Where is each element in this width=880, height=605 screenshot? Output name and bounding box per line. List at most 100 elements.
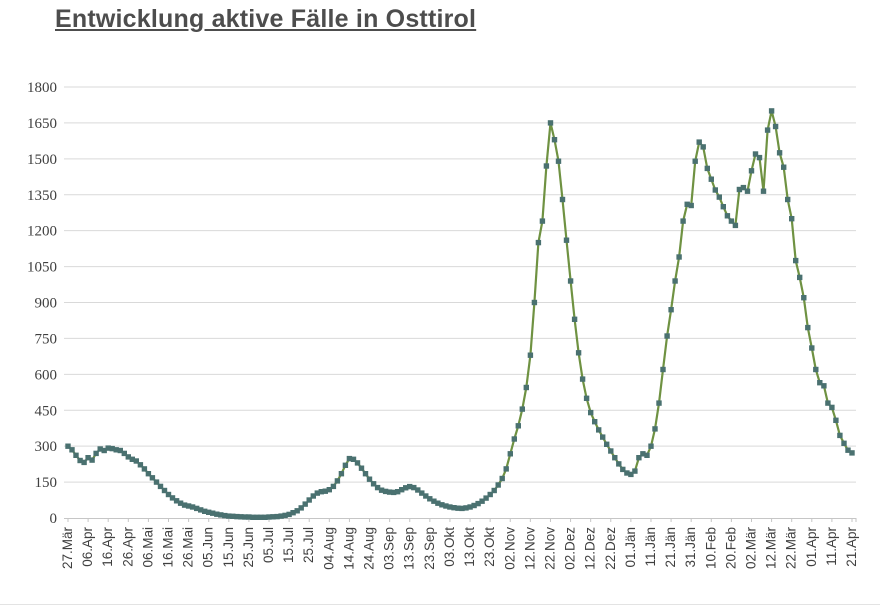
y-axis-tick-label: 1200 xyxy=(27,224,57,240)
data-point-marker xyxy=(728,218,735,224)
data-point-marker xyxy=(165,491,172,498)
data-point-marker xyxy=(189,504,196,510)
data-point-marker xyxy=(732,222,739,229)
x-axis-tick-label: 15.Jun xyxy=(221,527,236,568)
y-axis-tick-label: 1500 xyxy=(27,152,57,168)
x-axis-tick-label: 22.Dez xyxy=(603,527,618,570)
data-point-marker xyxy=(511,436,517,442)
data-point-marker xyxy=(503,466,509,472)
data-point-marker xyxy=(214,511,220,517)
x-axis-tick-label: 27.Mär xyxy=(60,527,75,570)
data-point-marker xyxy=(543,163,550,169)
data-point-marker xyxy=(250,514,256,520)
data-point-marker xyxy=(358,465,365,471)
data-point-marker xyxy=(451,505,457,511)
data-point-marker xyxy=(785,196,791,203)
data-point-marker xyxy=(608,448,614,454)
data-point-marker xyxy=(101,447,107,454)
x-axis-tick-label: 05.Jul xyxy=(261,527,276,563)
data-point-marker xyxy=(366,476,373,482)
data-point-marker xyxy=(555,158,562,164)
data-point-marker xyxy=(173,498,180,504)
data-point-marker xyxy=(338,471,345,477)
data-point-marker xyxy=(752,151,759,157)
data-point-marker xyxy=(644,452,650,458)
data-point-marker xyxy=(596,427,602,433)
x-axis-tick-label: 05.Jun xyxy=(201,527,216,568)
data-point-marker xyxy=(354,460,361,466)
data-point-marker xyxy=(700,144,706,150)
data-point-marker xyxy=(668,307,674,313)
data-point-marker xyxy=(202,508,208,514)
data-point-marker xyxy=(435,500,441,506)
data-point-marker xyxy=(439,502,445,508)
data-point-marker xyxy=(411,484,417,491)
x-axis-tick-label: 06.Mai xyxy=(140,527,155,568)
data-point-marker xyxy=(306,497,312,503)
data-point-marker xyxy=(712,187,718,193)
x-axis-tick-label: 12.Dez xyxy=(583,527,598,570)
data-point-marker xyxy=(427,496,433,502)
data-point-marker xyxy=(801,295,807,301)
data-point-marker xyxy=(519,406,525,412)
data-point-marker xyxy=(310,493,316,499)
y-axis-tick-label: 1800 xyxy=(27,80,57,96)
data-point-marker xyxy=(640,451,646,457)
data-series-line xyxy=(67,109,853,519)
data-point-marker xyxy=(531,299,538,306)
y-axis-tick-label: 750 xyxy=(35,331,58,347)
data-point-marker xyxy=(342,462,349,468)
data-point-marker xyxy=(817,380,823,386)
x-axis-tick-label: 22.Mär xyxy=(784,527,799,570)
data-point-marker xyxy=(648,443,654,449)
data-point-marker xyxy=(612,455,618,461)
data-point-marker xyxy=(443,503,449,509)
data-point-marker xyxy=(495,482,501,488)
data-point-marker xyxy=(246,514,252,520)
x-axis-tick-label: 24.Aug xyxy=(362,527,377,570)
data-point-marker xyxy=(837,432,843,439)
data-point-marker xyxy=(97,446,103,452)
data-point-marker xyxy=(744,188,751,194)
data-point-marker xyxy=(821,383,827,389)
data-point-marker xyxy=(423,493,429,499)
data-point-marker xyxy=(382,488,389,495)
data-point-marker xyxy=(813,366,819,373)
data-point-marker xyxy=(479,498,485,504)
data-point-marker xyxy=(833,417,839,423)
data-point-marker xyxy=(149,475,156,481)
x-axis-tick-label: 25.Jul xyxy=(301,527,316,563)
data-point-marker xyxy=(298,505,304,511)
data-point-marker xyxy=(93,450,99,457)
data-point-marker xyxy=(129,456,135,462)
chart-title: Entwicklung aktive Fälle in Osttirol xyxy=(55,5,477,33)
y-axis-tick-label: 150 xyxy=(35,475,58,491)
data-point-marker xyxy=(447,504,453,510)
data-point-marker xyxy=(109,445,115,452)
data-point-marker xyxy=(403,485,409,491)
x-axis-tick-label: 26.Mai xyxy=(181,527,196,568)
data-point-marker xyxy=(85,455,91,461)
data-point-marker xyxy=(684,201,690,207)
data-point-marker xyxy=(756,154,763,161)
data-point-marker xyxy=(789,216,795,222)
data-point-marker xyxy=(181,502,188,508)
data-point-marker xyxy=(475,500,481,507)
x-axis-tick-label: 21.Jän xyxy=(663,527,678,568)
x-axis-tick-label: 21.Apr xyxy=(844,527,859,567)
x-axis-tick-label: 26.Apr xyxy=(120,527,135,567)
data-point-marker xyxy=(238,514,244,520)
data-point-marker xyxy=(222,512,228,519)
data-point-marker xyxy=(849,450,855,456)
data-point-marker xyxy=(198,507,204,513)
data-point-marker xyxy=(133,458,139,464)
data-point-marker xyxy=(157,483,164,490)
data-point-marker xyxy=(185,503,192,509)
data-point-marker xyxy=(286,511,292,518)
data-point-marker xyxy=(334,478,341,484)
data-point-marker xyxy=(270,514,276,520)
data-point-marker xyxy=(676,254,682,260)
data-point-marker xyxy=(620,466,626,473)
data-point-marker xyxy=(829,404,835,411)
data-point-marker xyxy=(563,237,570,243)
